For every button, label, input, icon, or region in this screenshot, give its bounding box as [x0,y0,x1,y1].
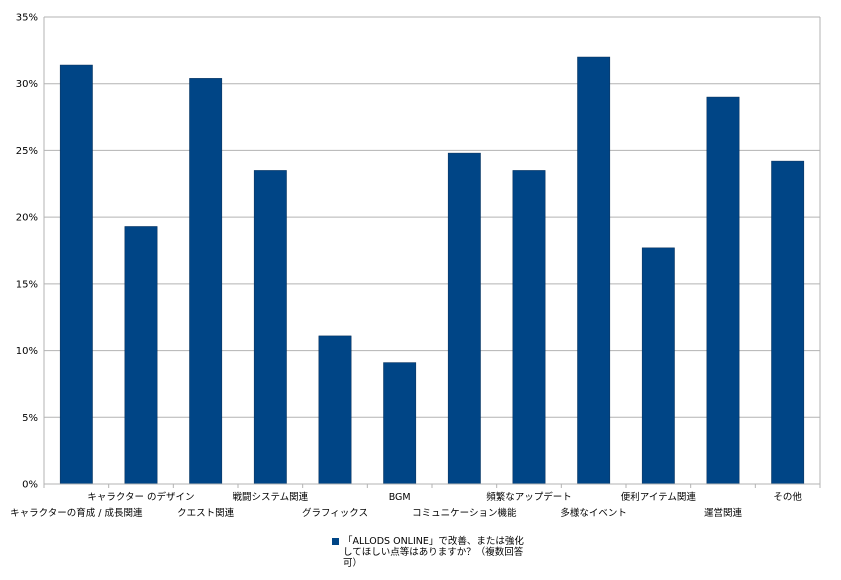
x-category-label: キャラクター のデザイン [87,491,194,503]
legend: 「ALLODS ONLINE」で改善、または強化してほしい点等はありますか？（複… [332,536,532,569]
axes [43,17,821,488]
y-tick-label: 10% [16,346,38,357]
x-category-label: 頻繁なアップデート [486,491,572,503]
y-tick-label: 25% [16,146,38,157]
x-category-label: 戦闘システム関連 [232,491,308,503]
bar [512,170,546,485]
y-tick-label: 35% [16,13,38,24]
y-tick-label: 30% [16,79,38,90]
legend-swatch [332,538,339,545]
bar [189,78,223,485]
y-tick-label: 15% [16,279,38,290]
x-category-label: コミュニケーション機能 [412,507,517,519]
x-category-label: BGM [389,492,411,503]
x-category-label: グラフィックス [302,507,368,519]
x-category-label: 便利アイテム関連 [621,491,697,503]
bar [641,247,675,485]
x-category-label: 運営関連 [704,507,743,519]
legend-label: 「ALLODS ONLINE」で改善、または強化してほしい点等はありますか？（複… [343,536,524,569]
y-tick-label: 5% [22,413,38,424]
bars [59,56,805,485]
bar [447,152,481,485]
x-category-label: キャラクターの育成 / 成長関連 [10,507,143,519]
x-category-label: クエスト関連 [177,507,235,519]
bar [383,362,417,485]
bar [253,170,287,485]
y-tick-labels: 0% 5% 10% 15% 20% 25% 30% 35% [16,13,38,491]
y-tick-label: 20% [16,213,38,224]
y-tick-label: 0% [22,480,38,491]
bar [59,64,93,485]
bar [771,160,805,485]
bar [706,96,740,485]
x-category-label: その他 [773,491,802,503]
bar [318,335,352,485]
bar [124,226,158,485]
gridlines [44,16,820,485]
bar [577,56,611,485]
x-category-label: 多様なイベント [560,507,627,519]
